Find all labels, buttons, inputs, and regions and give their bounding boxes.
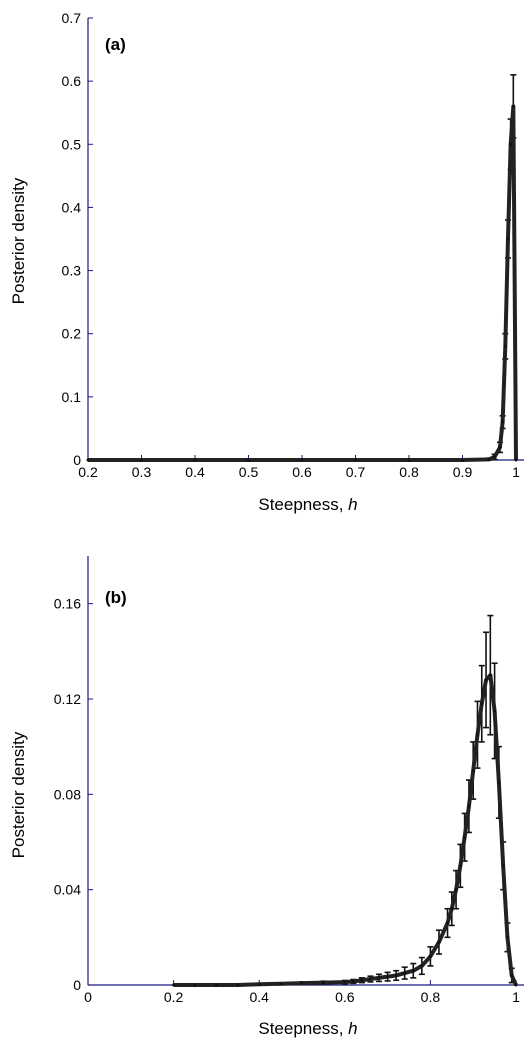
data-point: [497, 780, 501, 784]
data-point: [193, 983, 197, 987]
data-point: [454, 888, 458, 892]
x-tick-label: 1: [512, 464, 520, 480]
data-point: [503, 344, 507, 348]
x-tick-label: 0.4: [249, 989, 269, 1005]
x-tick-label: 0.8: [399, 464, 419, 480]
data-point: [501, 864, 505, 868]
data-point: [193, 458, 197, 462]
data-point: [505, 935, 509, 939]
x-tick-label: 1: [512, 989, 520, 1005]
data-point: [487, 457, 491, 461]
data-point: [480, 702, 484, 706]
x-tick-label: 0.4: [185, 464, 205, 480]
data-point: [321, 981, 325, 985]
data-point: [475, 733, 479, 737]
data-point: [411, 969, 415, 973]
data-point: [354, 458, 357, 462]
data-point: [351, 979, 355, 983]
data-point: [403, 971, 407, 975]
data-point: [501, 420, 505, 424]
panel-a: (a) Posterior density Steepness, h 0.2 0.…: [9, 10, 524, 514]
y-tick-label: 0: [73, 977, 81, 993]
y-tick-label: 0.6: [62, 73, 82, 89]
panel-a-ylabel: Posterior density: [9, 177, 28, 304]
data-point: [514, 983, 518, 987]
y-tick-label: 0.2: [62, 326, 82, 342]
data-point: [368, 977, 372, 981]
data-point: [300, 458, 304, 462]
data-point: [257, 982, 261, 986]
data-point: [514, 458, 518, 462]
data-point: [498, 445, 502, 449]
y-tick-label: 0.1: [62, 389, 82, 405]
data-point: [467, 804, 471, 808]
x-tick-label: 0.7: [346, 464, 366, 480]
x-tick-label: 0.2: [78, 464, 98, 480]
x-tick-label: 0.5: [239, 464, 259, 480]
data-point: [386, 975, 390, 979]
data-point: [488, 673, 492, 677]
y-tick-label: 0.3: [62, 263, 82, 279]
panel-b: (b) Posterior density Steepness, h 0 0.2 0…: [9, 556, 524, 1038]
data-point: [172, 983, 176, 987]
data-point: [300, 981, 304, 985]
y-tick-label: 0.4: [62, 199, 82, 215]
x-tick-label: 0.2: [164, 989, 184, 1005]
data-point: [394, 973, 398, 977]
data-point: [461, 458, 464, 462]
y-tick-label: 0.16: [54, 596, 81, 612]
x-tick-label: 0.6: [335, 989, 355, 1005]
data-point: [450, 907, 454, 911]
data-point: [463, 835, 467, 839]
data-point: [247, 458, 250, 462]
y-tick-label: 0.08: [54, 786, 81, 802]
data-point: [86, 458, 90, 462]
data-point: [471, 769, 475, 772]
panel-a-xlabel: Steepness, h: [258, 495, 357, 514]
x-tick-label: 0.8: [421, 989, 441, 1005]
data-point: [493, 455, 497, 459]
x-tick-label: 0: [84, 989, 92, 1005]
data-point: [446, 921, 450, 925]
data-point: [140, 458, 143, 462]
data-point: [510, 973, 514, 977]
panel-b-label: (b): [105, 588, 127, 607]
y-tick-label: 0: [73, 452, 81, 468]
y-tick-label: 0.04: [54, 882, 81, 898]
y-tick-label: 0.5: [62, 136, 82, 152]
x-tick-label: 0.9: [453, 464, 473, 480]
data-point: [360, 978, 364, 982]
x-tick-label: 0.6: [292, 464, 312, 480]
data-point: [377, 976, 381, 980]
y-tick-label: 0.7: [62, 10, 82, 26]
data-point: [458, 864, 462, 868]
density-curve: [173, 673, 518, 987]
data-point: [506, 237, 510, 241]
data-point: [279, 982, 283, 986]
data-point: [236, 983, 240, 987]
panel-a-label: (a): [105, 35, 126, 54]
density-curve: [88, 104, 518, 462]
data-point: [509, 142, 513, 146]
x-tick-label: 0.3: [132, 464, 152, 480]
data-point: [420, 964, 424, 968]
panel-b-xlabel: Steepness, h: [258, 1019, 357, 1038]
data-point: [214, 983, 218, 987]
data-point: [511, 104, 515, 108]
y-tick-label: 0.12: [54, 691, 81, 707]
data-point: [484, 678, 488, 682]
data-point: [343, 980, 347, 984]
data-point: [407, 458, 411, 462]
data-point: [493, 709, 497, 713]
panel-b-ylabel: Posterior density: [9, 731, 28, 858]
data-point: [428, 954, 432, 958]
data-point: [437, 940, 441, 944]
